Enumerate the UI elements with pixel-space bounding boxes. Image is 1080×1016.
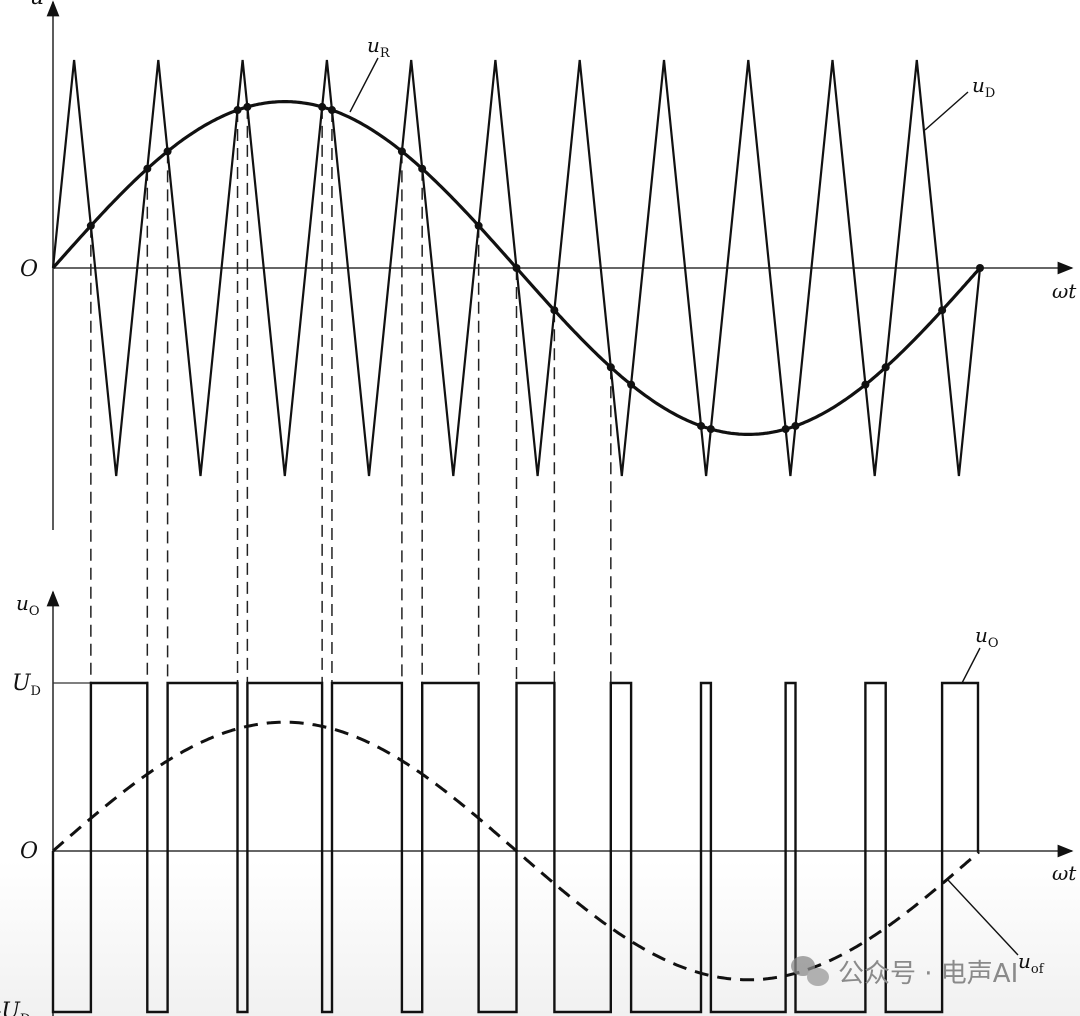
carrier-label: uD (972, 73, 995, 101)
ud-leader (924, 91, 969, 131)
intersection-dot (861, 380, 870, 389)
intersection-dot (881, 363, 890, 372)
intersection-dot (418, 164, 427, 173)
intersection-dot (976, 264, 984, 272)
intersection-dot (397, 147, 406, 156)
intersection-dot (143, 164, 152, 173)
intersection-dot (791, 421, 800, 430)
watermark-text: 公众号 · 电声AI (838, 959, 1018, 989)
uof-leader (947, 879, 1019, 956)
high-level-label: UD (12, 671, 41, 699)
top-x-axis-label: ωt (1052, 279, 1077, 303)
intersection-dot (706, 425, 715, 434)
top-y-axis-label: u (30, 0, 44, 10)
intersection-dot (550, 306, 559, 315)
projection-lines (90, 106, 612, 683)
intersection-dot (938, 306, 947, 315)
uo-leader (961, 647, 981, 684)
intersection-dot (233, 106, 242, 115)
intersection-dot (606, 363, 615, 372)
intersection-dot (163, 147, 172, 156)
output-label: uO (975, 623, 999, 651)
intersection-dot (243, 102, 252, 111)
intersection-dot (512, 264, 521, 272)
intersection-dot (318, 102, 327, 111)
intersection-dot (327, 106, 336, 115)
intersection-dot (627, 380, 636, 389)
intersection-dot (86, 221, 95, 230)
top-origin-label: O (20, 257, 38, 282)
pwm-output-wave (51, 681, 980, 1014)
intersection-dot (474, 221, 483, 230)
ur-leader (349, 57, 379, 113)
bottom-origin-label: O (20, 839, 38, 864)
bottom-y-axis-label: uO (16, 591, 40, 619)
fundamental-dashed-wave (52, 720, 980, 982)
low-level-label: -UD (0, 999, 30, 1016)
intersection-dot (697, 421, 706, 430)
reference-label: uR (367, 33, 391, 61)
bottom-x-axis-label: ωt (1052, 861, 1077, 885)
intersection-points (86, 102, 984, 434)
wechat-icon (791, 956, 829, 986)
intersection-dot (781, 425, 790, 434)
fundamental-label: uof (1018, 949, 1045, 977)
